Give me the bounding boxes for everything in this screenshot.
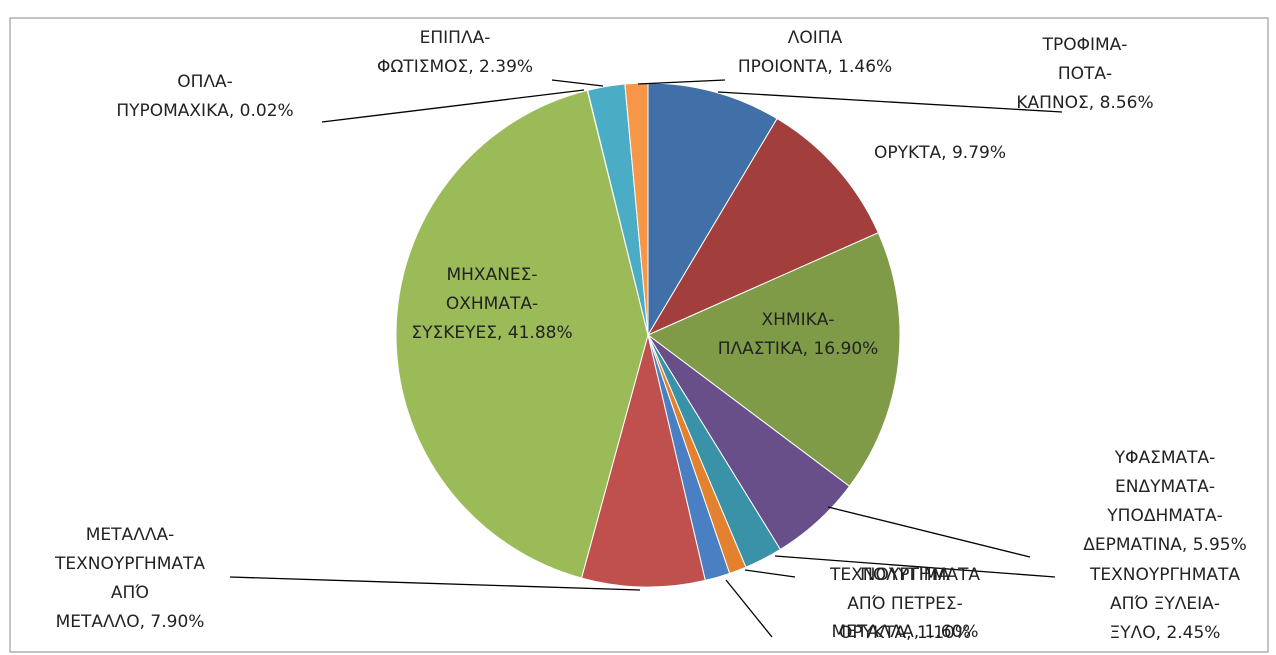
data-label-line: ΔΕΡΜΑΤΙΝΑ, 5.95% <box>1083 535 1246 555</box>
data-label-line: ΣΥΣΚΕΥΕΣ, 41.88% <box>411 323 572 343</box>
data-label-line: ΤΕΧΝΟΥΡΓΗΜΑΤΑ <box>1089 565 1240 585</box>
data-label-line: ΑΠΌ ΠΕΤΡΕΣ- <box>847 594 962 614</box>
data-label-line: ΑΠΌ <box>111 583 149 603</box>
data-label-line: ΧΗΜΙΚΑ- <box>761 310 834 330</box>
data-label-line: ΜΕΤΑΛΛΑ- <box>86 525 174 545</box>
data-label-line: ΤΡΟΦΙΜΑ- <box>1042 35 1128 55</box>
leader-line <box>229 576 641 591</box>
data-label-line: ΠΛΑΣΤΙΚΑ, 16.90% <box>718 339 879 359</box>
data-label-line: ΤΕΧΝΟΥΡΓΗΜΑΤΑ <box>829 565 980 585</box>
data-label-line: ΤΕΧΝΟΥΡΓΗΜΑΤΑ <box>54 554 205 574</box>
data-label: ΤΕΧΝΟΥΡΓΗΜΑΤΑ ΑΠΌ ΠΕΤΡΕΣ- ΟΡΥΚΤΑ, 1.10% <box>829 565 980 643</box>
data-label-line: ΜΗΧΑΝΕΣ- <box>446 265 537 285</box>
data-label: ΧΗΜΙΚΑ- ΠΛΑΣΤΙΚΑ, 16.90% <box>718 310 879 359</box>
pie-slice <box>646 117 879 337</box>
data-label-line: ΞΥΛΟ, 2.45% <box>1110 623 1221 643</box>
data-label: ΕΠΙΠΛΑ- ΦΩΤΙΣΜΟΣ, 2.39% <box>377 28 533 77</box>
data-label-line: ΠΥΡΟΜΑΧΙΚΑ, 0.02% <box>116 101 293 121</box>
leader-line <box>321 89 585 123</box>
data-label-line: ΑΠΌ ΞΥΛΕΙΑ- <box>1110 594 1220 614</box>
data-label: ΛΟΙΠΑ ΠΡΟΙΟΝΤΑ, 1.46% <box>738 28 892 77</box>
leader-line <box>637 79 726 85</box>
data-label-line: ΛΟΙΠΑ <box>788 28 843 48</box>
data-label: ΜΕΤΑΛΛΑ- ΤΕΧΝΟΥΡΓΗΜΑΤΑ ΑΠΌ ΜΕΤΑΛΛΟ, 7.90% <box>54 525 205 632</box>
data-label-line: ΜΕΤΑΛΛΟ, 7.90% <box>56 612 205 632</box>
data-label: ΤΕΧΝΟΥΡΓΗΜΑΤΑ ΑΠΌ ΞΥΛΕΙΑ- ΞΥΛΟ, 2.45% <box>1089 565 1240 643</box>
leader-line <box>725 579 773 638</box>
data-label: ΟΡΥΚΤΑ, 9.79% <box>874 143 1006 163</box>
data-label-line: ΜΕΤΑΛΛΑ, 1.60% <box>831 622 978 642</box>
leader-line <box>717 91 1063 113</box>
data-label-line: ΕΝΔΥΜΑΤΑ- <box>1115 477 1215 497</box>
leader-line <box>827 506 1031 558</box>
data-label: ΥΦΑΣΜΑΤΑ- ΕΝΔΥΜΑΤΑ- ΥΠΟΔΗΜΑΤΑ- ΔΕΡΜΑΤΙΝΑ, 5… <box>1083 448 1246 555</box>
data-label-line: ΠΟΛΥΤΙΜΑ <box>860 565 950 585</box>
data-label: ΤΡΟΦΙΜΑ- ΠΟΤΑ- ΚΑΠΝΟΣ, 8.56% <box>1016 35 1153 113</box>
data-label-line: ΟΡΥΚΤΑ, 1.10% <box>839 623 971 643</box>
data-label-line: ΟΧΗΜΑΤΑ- <box>446 294 538 314</box>
pie-slice <box>580 334 706 588</box>
data-label-line: ΠΡΟΙΟΝΤΑ, 1.46% <box>738 57 892 77</box>
data-label: ΠΟΛΥΤΙΜΑ ΜΕΤΑΛΛΑ, 1.60% <box>831 565 978 642</box>
pie-slice <box>395 89 649 579</box>
leader-line <box>744 569 796 578</box>
data-label: ΜΗΧΑΝΕΣ- ΟΧΗΜΑΤΑ- ΣΥΣΚΕΥΕΣ, 41.88% <box>411 265 572 343</box>
data-label-line: ΠΟΤΑ- <box>1058 64 1112 84</box>
data-label-line: ΚΑΠΝΟΣ, 8.56% <box>1016 93 1153 113</box>
leader-line <box>551 79 604 87</box>
data-label-line: ΟΠΛΑ- <box>177 72 233 92</box>
data-label-line: ΥΦΑΣΜΑΤΑ- <box>1114 448 1216 468</box>
leader-line <box>774 555 1056 578</box>
data-label-line: ΟΡΥΚΤΑ, 9.79% <box>874 143 1006 163</box>
data-label-line: ΥΠΟΔΗΜΑΤΑ- <box>1106 506 1222 526</box>
data-label-line: ΕΠΙΠΛΑ- <box>420 28 491 48</box>
data-label-line: ΦΩΤΙΣΜΟΣ, 2.39% <box>377 57 533 77</box>
data-label: ΟΠΛΑ- ΠΥΡΟΜΑΧΙΚΑ, 0.02% <box>116 72 293 121</box>
pie-slice <box>647 232 901 488</box>
